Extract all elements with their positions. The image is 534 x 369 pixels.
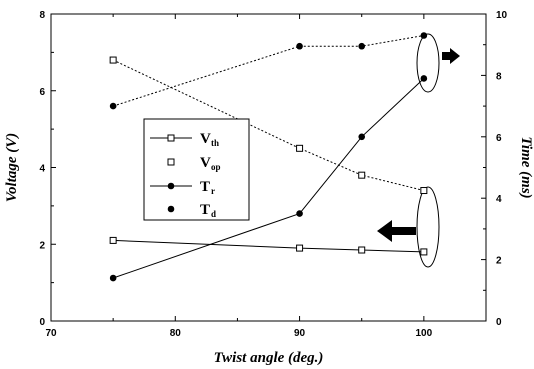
y-left-tick-label: 6 [39,87,45,98]
ellipse-time-highlight [416,33,440,93]
legend-marker [167,158,175,166]
y-left-tick-label: 8 [39,10,45,21]
series-line-v-th [113,239,424,253]
data-point-v-th [420,248,428,256]
data-point-v-op [358,171,366,179]
legend-label: V [200,131,211,147]
y-right-tick-label: 6 [496,133,502,144]
legend-label-subscript: d [211,209,216,219]
ellipse-voltage-highlight [416,186,440,268]
data-point-t-r [420,75,428,82]
y-left-tick-label: 2 [39,240,45,251]
data-point-v-op [296,144,304,152]
y-right-tick-label: 8 [496,71,502,82]
x-tick-label: 100 [416,328,433,339]
legend-label: T [200,179,210,195]
data-point-t-r [296,210,303,217]
data-point-v-th [109,236,117,244]
x-tick-label: 80 [170,328,182,339]
legend-label: V [200,155,211,171]
y-right-tick-label: 10 [496,10,508,21]
arrow-right-icon [442,48,460,64]
x-tick-label: 70 [45,328,57,339]
y-right-tick-label: 2 [496,256,502,267]
y-left-tick-label: 4 [39,164,45,175]
series-line-t-r [112,78,425,279]
annotations [377,33,460,268]
legend-marker [167,182,175,190]
legend-label: T [200,202,210,218]
series-line-t-d [112,34,424,107]
data-point-v-th [358,246,366,254]
data-point-v-op [420,187,428,195]
series-layer [109,32,428,282]
y-right-tick-label: 4 [496,194,502,205]
series-line-v-op [112,59,424,192]
data-point-v-op [109,56,117,64]
legend-label-subscript: th [211,138,219,148]
data-point-v-th [296,244,304,252]
y-right-axis-title: Time (ms) [518,136,534,198]
x-axis-title: Twist angle (deg.) [214,350,324,366]
legend-label-subscript: r [211,186,215,196]
data-point-t-d [109,102,117,110]
data-point-t-r [109,274,117,282]
data-point-t-d [420,32,428,39]
data-point-t-d [296,42,303,50]
legend-label-subscript: op [211,162,221,172]
data-point-t-d [358,42,366,50]
y-left-tick-label: 0 [39,317,45,328]
arrow-left-icon [377,220,416,242]
y-right-tick-label: 0 [496,317,502,328]
legend-box [143,118,250,221]
data-point-t-r [358,133,366,141]
legend-marker [167,205,175,213]
legend-marker [167,134,175,142]
y-left-axis-title: Voltage (V) [4,133,20,203]
x-tick-label: 90 [294,328,306,339]
